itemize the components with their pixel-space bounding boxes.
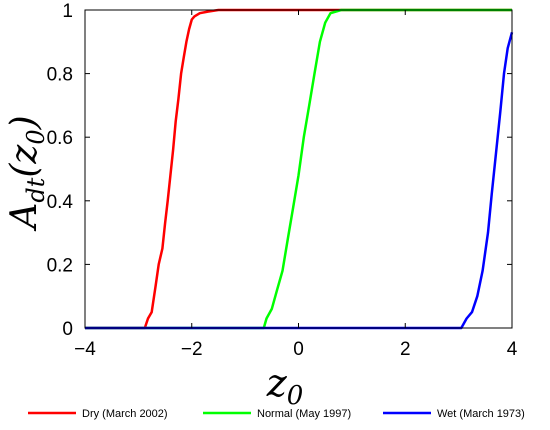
y-axis-label: Adt(z0) — [4, 115, 50, 231]
series-line-2 — [85, 31, 514, 330]
series-line-1 — [85, 8, 512, 330]
x-tick-label: −2 — [181, 339, 203, 360]
y-axis-label-open: ( — [4, 163, 45, 178]
legend: Dry (March 2002) Normal (May 1997) Wet (… — [28, 408, 525, 420]
y-tick-label: 0.6 — [47, 128, 73, 149]
x-tick-label: 2 — [400, 339, 411, 360]
y-axis-label-arg: z — [4, 144, 45, 165]
x-tick-label: 4 — [507, 339, 518, 360]
x-axis-label: z0 — [266, 361, 304, 411]
ticks-layer: −4 −2 0 2 4 0 0.2 0.4 0.6 0.8 1 — [47, 1, 518, 360]
y-tick-label: 0.2 — [47, 255, 73, 276]
series-line-0 — [85, 8, 512, 330]
y-axis-label-arg-sub: 0 — [22, 129, 50, 144]
y-tick-label: 1 — [62, 1, 73, 22]
y-axis-label-base: A — [4, 203, 45, 232]
x-axis-label-base: z — [266, 361, 288, 405]
x-tick-label: 0 — [293, 339, 304, 360]
y-axis-label-sub: dt — [22, 177, 50, 202]
legend-label-dry: Dry (March 2002) — [82, 408, 168, 420]
legend-label-wet: Wet (March 1973) — [437, 408, 525, 420]
y-tick-label: 0.4 — [47, 192, 74, 213]
y-tick-label: 0 — [62, 319, 73, 340]
series-layer — [85, 8, 514, 330]
y-tick-label: 0.8 — [47, 65, 73, 86]
x-tick-label: −4 — [74, 339, 96, 360]
y-axis-label-close: ) — [4, 115, 45, 130]
legend-label-normal: Normal (May 1997) — [257, 408, 351, 420]
x-axis-label-sub: 0 — [287, 381, 304, 411]
